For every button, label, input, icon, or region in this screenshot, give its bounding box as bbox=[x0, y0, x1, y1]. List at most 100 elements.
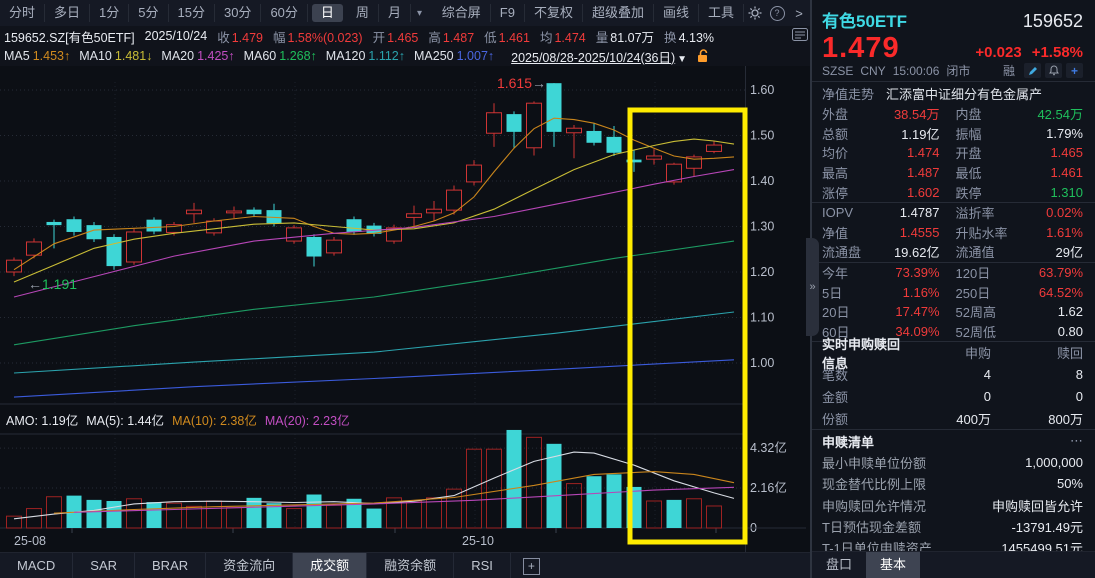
candle-body bbox=[546, 83, 562, 132]
settings-gear-icon[interactable] bbox=[744, 4, 766, 22]
toolbar-action[interactable]: 综合屏 bbox=[433, 4, 491, 22]
stat-row: 涨停 1.602 跌停 1.310 bbox=[812, 182, 1095, 202]
volume-bar bbox=[306, 494, 322, 528]
stat-row: 5日 1.16% 250日 64.52% bbox=[812, 282, 1095, 302]
stats-group-b: IOPV 1.4787 溢折率 0.02% 净值 1.4555 升贴水率 1.6… bbox=[812, 203, 1095, 262]
low-price-annotation: ←1.191 bbox=[28, 276, 77, 292]
period-tab[interactable]: 60分 bbox=[261, 4, 308, 22]
volume-indicator-header: AMO: 1.19亿 MA(5): 1.44亿 MA(10): 2.38亿 MA(20… bbox=[6, 410, 358, 432]
more-ellipsis-icon[interactable]: ⋯ bbox=[1070, 433, 1083, 449]
panel-tab[interactable]: 基本 bbox=[866, 552, 921, 578]
kline-chart[interactable]: 1.601.501.401.301.201.101.004.32亿2.16亿02… bbox=[0, 66, 810, 552]
indicator-tab[interactable]: SAR bbox=[73, 553, 136, 578]
candle-body bbox=[146, 219, 162, 232]
quote-label: 幅 bbox=[272, 30, 286, 45]
volume-bar bbox=[366, 508, 382, 528]
quote-label: 量 bbox=[595, 30, 609, 45]
alert-bell-icon[interactable] bbox=[1045, 63, 1062, 78]
stat-row: 总额 1.19亿 振幅 1.79% bbox=[812, 124, 1095, 144]
period-more-dropdown-icon[interactable]: ▾ bbox=[416, 7, 422, 19]
redemption-rows: 最小申赎单位份额 1,000,000 现金替代比例上限 50% 申购赎回允许情况… bbox=[812, 452, 1095, 558]
indicator-tab[interactable]: RSI bbox=[454, 553, 511, 578]
help-icon[interactable]: ? bbox=[766, 4, 788, 22]
stat-value: 1.310 bbox=[1050, 184, 1083, 200]
panel-tab[interactable]: 盘口 bbox=[826, 557, 853, 572]
stat-value: 1.461 bbox=[1050, 165, 1083, 181]
volume-bar bbox=[506, 429, 522, 528]
subscription-row: 金额 0 0 bbox=[812, 385, 1095, 407]
volume-bar bbox=[126, 498, 142, 529]
stat-row: 今年 73.39% 120日 63.79% bbox=[812, 263, 1095, 283]
panel-collapse-handle[interactable]: » bbox=[806, 238, 819, 336]
quote-value: 81.07万 bbox=[610, 30, 655, 45]
stat-label: 流通值 bbox=[955, 245, 995, 261]
nav-fund-row[interactable]: 净值走势 汇添富中证细分有色金属产 bbox=[812, 82, 1095, 104]
sell-value: 0 bbox=[1075, 388, 1083, 404]
period-tab[interactable]: 周 bbox=[347, 4, 379, 22]
candle-body bbox=[706, 144, 722, 152]
help-glyph: ? bbox=[769, 5, 785, 21]
volume-bar bbox=[706, 505, 722, 529]
quote-label: 收 bbox=[217, 30, 230, 45]
indicator-tab[interactable]: MACD bbox=[0, 553, 74, 578]
period-toolbar: 分时 多日 1分 5分 15分 30分 60分日周月 ▾ 综合屏 F9 不复权 超级叠加 画线 工具 bbox=[0, 0, 810, 27]
stat-label: 20日 bbox=[822, 305, 850, 321]
fund-name: 汇添富中证细分有色金属产 bbox=[886, 86, 1043, 102]
indicator-tab[interactable]: BRAR bbox=[135, 553, 207, 578]
quote-panel-header: 有色50ETF 159652 bbox=[812, 0, 1095, 32]
sell-column-header: 赎回 bbox=[1056, 346, 1083, 362]
exchange-label: SZSE bbox=[822, 63, 854, 78]
writing-pad-icon bbox=[792, 28, 808, 41]
period-tab[interactable]: 5分 bbox=[129, 4, 169, 22]
toolbar-action[interactable]: 工具 bbox=[699, 4, 744, 22]
price-axis-label: 1.50 bbox=[750, 129, 774, 143]
stat-value: 17.47% bbox=[895, 304, 940, 320]
indicator-tab[interactable]: 成交额 bbox=[293, 553, 368, 578]
indicator-tab[interactable]: 资金流向 bbox=[206, 553, 294, 578]
volume-bar bbox=[346, 498, 362, 528]
candle-body bbox=[426, 208, 442, 214]
note-pad-icon[interactable] bbox=[792, 28, 808, 44]
quote-value: 1.58%(0.023) bbox=[287, 30, 363, 45]
buy-value: 400万 bbox=[956, 411, 991, 427]
toolbar-action[interactable]: 画线 bbox=[654, 4, 699, 22]
quote-value: 1.479 bbox=[231, 30, 263, 45]
add-indicator-button[interactable]: + bbox=[522, 557, 540, 575]
toolbar-action[interactable]: 超级叠加 bbox=[583, 4, 654, 22]
add-to-watchlist-icon[interactable]: + bbox=[1066, 63, 1083, 78]
volume-bar bbox=[146, 502, 162, 528]
indicator-tab-bar: MACD SAR BRAR 资金流向 成交额 融资余额 RSI + bbox=[0, 552, 810, 578]
period-tab[interactable]: 分时 bbox=[0, 4, 46, 22]
period-tab[interactable]: 1分 bbox=[90, 4, 130, 22]
quote-time: 15:00:06 bbox=[892, 63, 940, 78]
edit-pencil-icon[interactable] bbox=[1024, 63, 1041, 78]
redemption-row: 现金替代比例上限 50% bbox=[812, 473, 1095, 494]
subscription-rows: 笔数 4 8 金额 0 0 份额 400万 800万 bbox=[812, 363, 1095, 429]
ma-value: 1.481↓ bbox=[114, 49, 153, 63]
toolbar-overflow-icon[interactable]: > bbox=[795, 5, 803, 21]
quote-segment: 低 1.461 bbox=[484, 27, 530, 46]
toolbar-action[interactable]: 不复权 bbox=[525, 4, 583, 22]
stats-group-a: 外盘 38.54万 内盘 42.54万 总额 1.19亿 振幅 1.79% 均价… bbox=[812, 104, 1095, 202]
subscription-label: 份额 bbox=[822, 411, 849, 427]
toolbar-action[interactable]: F9 bbox=[491, 4, 525, 22]
high-price-annotation: 1.615→ bbox=[497, 75, 546, 91]
subscription-label: 笔数 bbox=[822, 367, 849, 383]
candle-body bbox=[666, 163, 682, 183]
bell-icon bbox=[1048, 65, 1059, 76]
period-tab[interactable]: 日 bbox=[311, 4, 343, 22]
period-tab[interactable]: 月 bbox=[379, 4, 411, 22]
ma-indicator-bar: MA5 1.453↑ MA10 1.481↓ MA20 1.425↑ MA60 1.26… bbox=[0, 46, 814, 66]
redemption-value: 申购赎回皆允许 bbox=[991, 498, 1083, 514]
quote-value: 1.474 bbox=[554, 30, 586, 45]
currency-label: CNY bbox=[860, 63, 886, 78]
period-tab[interactable]: 30分 bbox=[215, 4, 262, 22]
pencil-icon bbox=[1028, 66, 1037, 75]
period-tab[interactable]: 多日 bbox=[45, 4, 91, 22]
unlock-icon[interactable] bbox=[697, 49, 710, 63]
date-range-selector[interactable]: 2025/08/28-2025/10/24(36日) ▼ bbox=[511, 47, 687, 66]
indicator-tab[interactable]: 融资余额 bbox=[367, 553, 455, 578]
subscription-label: 金额 bbox=[822, 389, 849, 405]
period-tab[interactable]: 15分 bbox=[169, 4, 215, 22]
stat-value: 1.602 bbox=[906, 184, 940, 200]
